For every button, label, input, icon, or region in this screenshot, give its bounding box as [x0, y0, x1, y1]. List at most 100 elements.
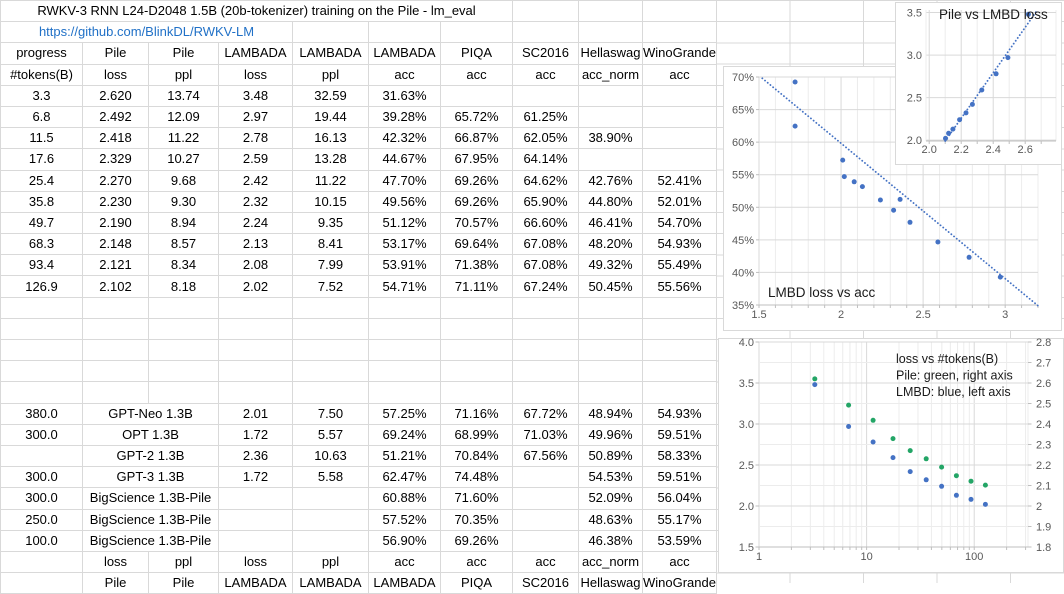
spreadsheet-cell[interactable]: 8.94: [148, 211, 219, 235]
spreadsheet-cell[interactable]: 54.53%: [578, 466, 643, 489]
spreadsheet-cell[interactable]: 46.38%: [578, 529, 643, 552]
spreadsheet-cell[interactable]: 68.3: [0, 233, 83, 256]
chart-loss-vs-tokens[interactable]: 1 10 100 4.0 3.5 3.0 2.5 2.0 1.5 2.8 2.7 2.6 2.5 2.4 2…: [718, 338, 1064, 573]
column-footer[interactable]: LAMBADA: [218, 572, 293, 594]
column-subfooter[interactable]: loss: [82, 550, 149, 574]
spreadsheet-cell[interactable]: [512, 0, 579, 23]
spreadsheet-cell[interactable]: 56.04%: [642, 487, 717, 510]
column-subfooter[interactable]: loss: [218, 550, 293, 574]
spreadsheet-cell[interactable]: [512, 296, 579, 319]
spreadsheet-cell[interactable]: 8.41: [292, 233, 369, 256]
spreadsheet-cell[interactable]: 44.67%: [368, 148, 441, 171]
column-header[interactable]: Hellaswag: [578, 42, 643, 65]
model-name-cell[interactable]: GPT-2 1.3B: [82, 444, 219, 468]
spreadsheet-cell[interactable]: [218, 360, 293, 383]
spreadsheet-cell[interactable]: 10.15: [292, 190, 369, 213]
spreadsheet-cell[interactable]: [642, 21, 717, 44]
spreadsheet-cell[interactable]: 8.18: [148, 275, 219, 298]
column-subfooter[interactable]: acc: [512, 550, 579, 574]
spreadsheet-cell[interactable]: 67.72%: [512, 402, 579, 425]
spreadsheet-cell[interactable]: 60.88%: [368, 487, 441, 510]
spreadsheet-cell[interactable]: 70.35%: [440, 508, 513, 531]
column-subheader[interactable]: acc: [512, 63, 579, 86]
spreadsheet-cell[interactable]: 3.3: [0, 84, 83, 107]
spreadsheet-cell[interactable]: [368, 296, 441, 319]
spreadsheet-cell[interactable]: 1.72: [218, 423, 293, 446]
spreadsheet-cell[interactable]: 12.09: [148, 105, 219, 129]
spreadsheet-cell[interactable]: [82, 338, 149, 362]
spreadsheet-cell[interactable]: 6.8: [0, 105, 83, 129]
spreadsheet-cell[interactable]: [642, 317, 717, 341]
spreadsheet-cell[interactable]: [642, 148, 717, 171]
spreadsheet-cell[interactable]: 11.22: [292, 169, 369, 192]
spreadsheet-cell[interactable]: 2.620: [82, 84, 149, 107]
spreadsheet-cell[interactable]: 65.72%: [440, 105, 513, 129]
spreadsheet-cell[interactable]: 2.02: [218, 275, 293, 298]
spreadsheet-cell[interactable]: [578, 317, 643, 341]
column-subfooter[interactable]: ppl: [292, 550, 369, 574]
spreadsheet-cell[interactable]: [578, 360, 643, 383]
column-subheader[interactable]: ppl: [148, 63, 219, 86]
spreadsheet-cell[interactable]: [0, 317, 83, 341]
model-name-cell[interactable]: GPT-Neo 1.3B: [82, 402, 219, 425]
spreadsheet-cell[interactable]: [512, 317, 579, 341]
model-name-cell[interactable]: BigScience 1.3B-Pile: [82, 508, 219, 531]
spreadsheet-cell[interactable]: 10.63: [292, 444, 369, 468]
spreadsheet-cell[interactable]: 2.01: [218, 402, 293, 425]
column-subfooter[interactable]: ppl: [148, 550, 219, 574]
spreadsheet-cell[interactable]: 49.96%: [578, 423, 643, 446]
spreadsheet-cell[interactable]: 19.44: [292, 105, 369, 129]
spreadsheet-cell[interactable]: 52.09%: [578, 487, 643, 510]
spreadsheet-cell[interactable]: [148, 296, 219, 319]
spreadsheet-cell[interactable]: 53.17%: [368, 233, 441, 256]
spreadsheet-cell[interactable]: 380.0: [0, 402, 83, 425]
spreadsheet-cell[interactable]: 2.36: [218, 444, 293, 468]
spreadsheet-cell[interactable]: 8.34: [148, 254, 219, 277]
spreadsheet-cell[interactable]: 2.59: [218, 148, 293, 171]
spreadsheet-cell[interactable]: 55.56%: [642, 275, 717, 298]
spreadsheet-cell[interactable]: [218, 487, 293, 510]
spreadsheet-cell[interactable]: 2.08: [218, 254, 293, 277]
spreadsheet-cell[interactable]: [292, 360, 369, 383]
spreadsheet-cell[interactable]: 49.32%: [578, 254, 643, 277]
github-link[interactable]: https://github.com/BlinkDL/RWKV-LM: [38, 24, 255, 40]
spreadsheet-cell[interactable]: [0, 381, 83, 404]
spreadsheet-cell[interactable]: [578, 0, 643, 23]
spreadsheet-cell[interactable]: 9.68: [148, 169, 219, 192]
spreadsheet-cell[interactable]: 9.35: [292, 211, 369, 235]
spreadsheet-cell[interactable]: 70.57%: [440, 211, 513, 235]
spreadsheet-cell[interactable]: 5.57: [292, 423, 369, 446]
column-header[interactable]: progress: [0, 42, 83, 65]
column-footer[interactable]: PIQA: [440, 572, 513, 594]
spreadsheet-cell[interactable]: [0, 360, 83, 383]
spreadsheet-cell[interactable]: [292, 381, 369, 404]
spreadsheet-cell[interactable]: 69.24%: [368, 423, 441, 446]
column-subheader[interactable]: acc: [440, 63, 513, 86]
column-footer[interactable]: WinoGrande: [642, 572, 717, 594]
spreadsheet-cell[interactable]: [0, 338, 83, 362]
spreadsheet-cell[interactable]: 2.329: [82, 148, 149, 171]
spreadsheet-cell[interactable]: 38.90%: [578, 127, 643, 150]
column-footer[interactable]: LAMBADA: [368, 572, 441, 594]
spreadsheet-cell[interactable]: [82, 296, 149, 319]
spreadsheet-cell[interactable]: 71.60%: [440, 487, 513, 510]
spreadsheet-cell[interactable]: [512, 338, 579, 362]
spreadsheet-cell[interactable]: [218, 381, 293, 404]
spreadsheet-cell[interactable]: [642, 360, 717, 383]
column-footer[interactable]: Hellaswag: [578, 572, 643, 594]
spreadsheet-cell[interactable]: 66.60%: [512, 211, 579, 235]
spreadsheet-cell[interactable]: 51.12%: [368, 211, 441, 235]
spreadsheet-cell[interactable]: 57.25%: [368, 402, 441, 425]
spreadsheet-cell[interactable]: 2.492: [82, 105, 149, 129]
spreadsheet-cell[interactable]: [440, 296, 513, 319]
spreadsheet-cell[interactable]: 300.0: [0, 423, 83, 446]
spreadsheet-cell[interactable]: [642, 0, 717, 23]
spreadsheet-cell[interactable]: 2.230: [82, 190, 149, 213]
spreadsheet-cell[interactable]: 50.45%: [578, 275, 643, 298]
column-header[interactable]: Pile: [148, 42, 219, 65]
spreadsheet-cell[interactable]: 7.99: [292, 254, 369, 277]
column-footer[interactable]: SC2016: [512, 572, 579, 594]
spreadsheet-cell[interactable]: [292, 296, 369, 319]
spreadsheet-cell[interactable]: 126.9: [0, 275, 83, 298]
spreadsheet-cell[interactable]: 69.26%: [440, 169, 513, 192]
